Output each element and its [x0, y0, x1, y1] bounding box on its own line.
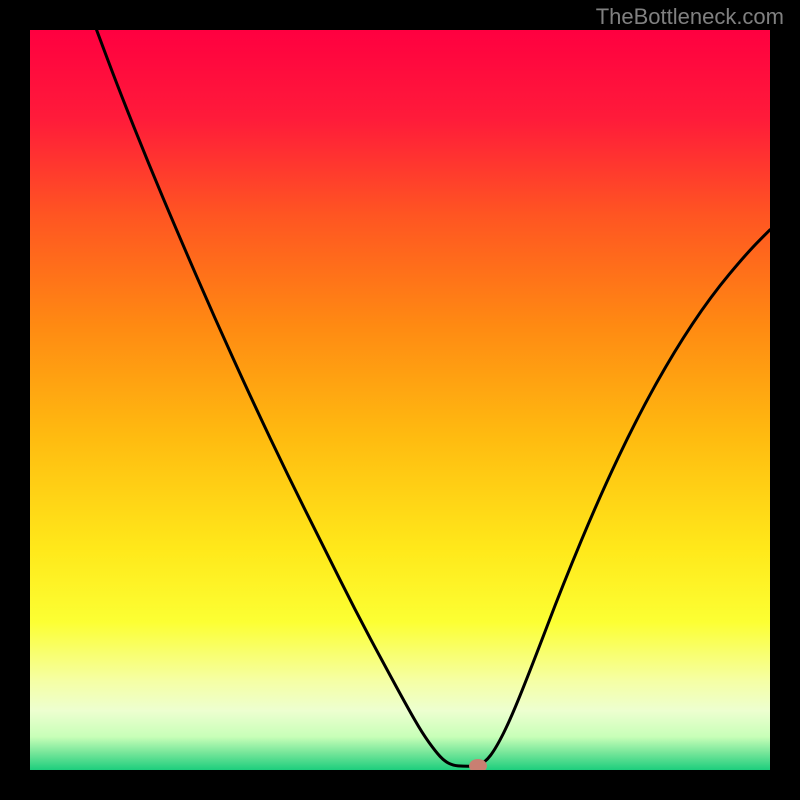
bottleneck-curve	[30, 30, 770, 770]
plot-area	[30, 30, 770, 770]
watermark-text: TheBottleneck.com	[596, 4, 784, 30]
optimal-point-marker	[469, 759, 487, 770]
